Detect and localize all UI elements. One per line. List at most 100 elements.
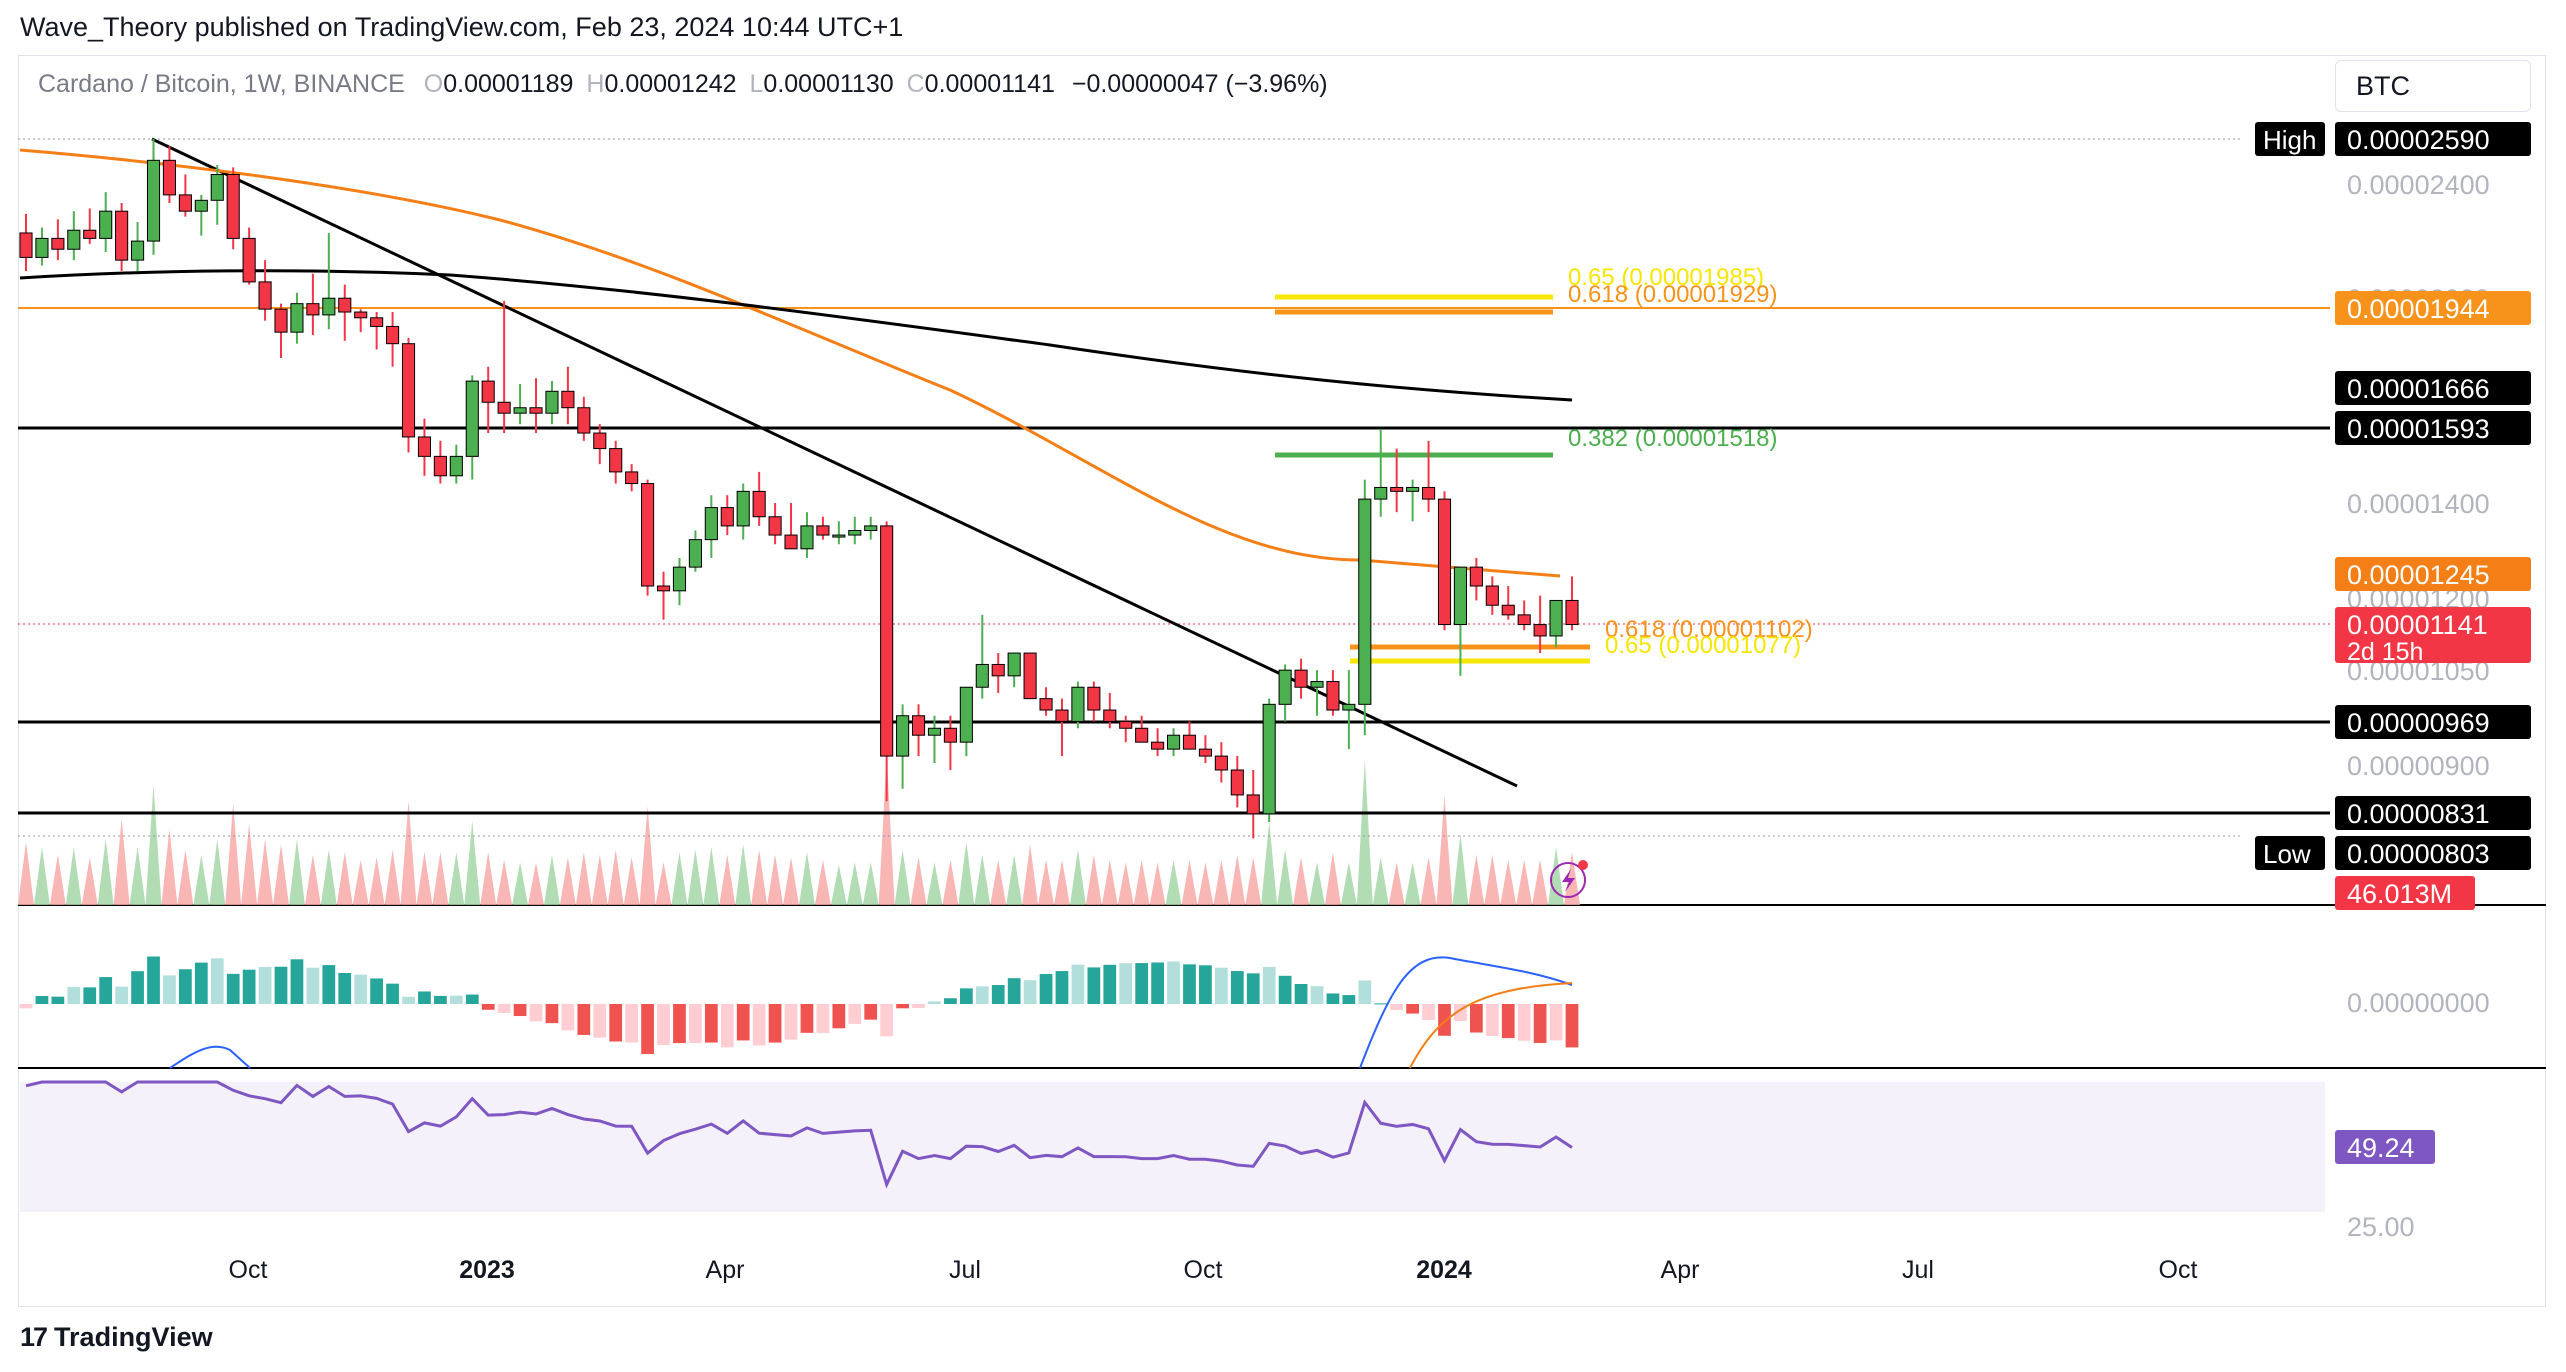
candle-body bbox=[1214, 755, 1228, 771]
macd-bar bbox=[258, 966, 272, 1004]
macd-bar bbox=[641, 1004, 654, 1055]
candle-body bbox=[131, 240, 145, 261]
macd-bar bbox=[673, 1004, 686, 1044]
macd-bar bbox=[67, 986, 81, 1004]
candle-body bbox=[752, 490, 766, 518]
candle-body bbox=[672, 566, 687, 592]
candle-body bbox=[258, 281, 272, 310]
macd-bar bbox=[370, 978, 384, 1004]
macd-bar bbox=[1565, 1004, 1579, 1048]
candle-body bbox=[386, 325, 400, 345]
candle-body bbox=[1151, 741, 1165, 750]
candle-body bbox=[306, 303, 320, 316]
macd-bar bbox=[545, 1004, 559, 1024]
candle-body bbox=[465, 380, 479, 457]
macd-bar bbox=[1533, 1004, 1547, 1043]
tradingview-logo-icon: 17 bbox=[20, 1322, 48, 1352]
candle-body bbox=[1565, 599, 1579, 626]
macd-bar bbox=[625, 1004, 639, 1043]
open-value: 0.00001189 bbox=[443, 70, 574, 98]
candle-body bbox=[656, 585, 671, 592]
candle-body bbox=[577, 407, 591, 434]
candle-body bbox=[1374, 486, 1388, 500]
price-label-box bbox=[2335, 796, 2531, 830]
x-axis-tick: Oct bbox=[1184, 1256, 1223, 1284]
macd-bar bbox=[481, 1004, 495, 1010]
candle-body bbox=[720, 507, 734, 527]
price-label-box bbox=[2335, 122, 2531, 156]
macd-bar bbox=[322, 965, 336, 1004]
candle-body bbox=[1294, 669, 1308, 688]
macd-bar bbox=[179, 969, 192, 1004]
high-key: H bbox=[586, 70, 605, 98]
macd-bar bbox=[975, 986, 989, 1004]
candle-body bbox=[880, 525, 894, 757]
macd-bar bbox=[864, 1004, 878, 1020]
macd-bar bbox=[434, 995, 447, 1004]
macd-bar bbox=[784, 1004, 798, 1040]
candle-body bbox=[1087, 686, 1101, 711]
macd-bar bbox=[1374, 1003, 1388, 1005]
candle-body bbox=[975, 663, 989, 688]
symbol-label[interactable]: Cardano / Bitcoin, 1W, BINANCE bbox=[38, 70, 405, 98]
macd-bar bbox=[1406, 1004, 1419, 1014]
macd-bar bbox=[1183, 964, 1196, 1004]
candle-body bbox=[864, 525, 878, 531]
macd-bar bbox=[912, 1004, 925, 1008]
macd-bar bbox=[880, 1004, 894, 1037]
macd-bar bbox=[163, 975, 176, 1004]
macd-bar bbox=[1246, 973, 1260, 1004]
macd-bar bbox=[1103, 964, 1117, 1004]
candle-body bbox=[896, 715, 910, 757]
price-label: 0.00001141 bbox=[2347, 610, 2488, 640]
candle-body bbox=[641, 483, 655, 587]
candle-body bbox=[1278, 669, 1292, 705]
macd-bar bbox=[593, 1004, 607, 1038]
candle-body bbox=[210, 174, 224, 201]
macd-bar bbox=[768, 1004, 782, 1043]
macd-bar bbox=[465, 994, 479, 1004]
macd-bar bbox=[99, 977, 113, 1004]
macd-bar bbox=[959, 988, 973, 1004]
macd-bar bbox=[1151, 962, 1164, 1004]
fib-label: 0.618 (0.00001102) bbox=[1605, 616, 1813, 643]
price-label: 0.00002590 bbox=[2347, 125, 2490, 155]
macd-bar bbox=[689, 1004, 702, 1044]
price-label: 0.00001593 bbox=[2347, 414, 2490, 444]
volume-up-area bbox=[33, 759, 1565, 905]
rsi-value-box bbox=[2335, 1130, 2435, 1164]
macd-bar bbox=[402, 996, 415, 1004]
macd-bar bbox=[497, 1004, 511, 1013]
candle-body bbox=[162, 159, 176, 196]
price-axis-tick: 0.00000900 bbox=[2347, 751, 2490, 781]
macd-bar bbox=[513, 1004, 527, 1017]
macd-line-left bbox=[169, 1045, 251, 1069]
macd-bar bbox=[274, 966, 288, 1004]
rsi-value: 49.24 bbox=[2347, 1133, 2415, 1163]
publisher-line: Wave_Theory published on TradingView.com… bbox=[20, 12, 904, 42]
macd-line bbox=[1359, 956, 1573, 1069]
macd-bar bbox=[1501, 1004, 1515, 1039]
ohlc-legend: Cardano / Bitcoin, 1W, BINANCE O0.000011… bbox=[38, 70, 1328, 99]
open-key: O bbox=[423, 70, 444, 98]
price-axis-tick: 0.00001400 bbox=[2347, 489, 2490, 519]
tradingview-brand[interactable]: 17 TradingView bbox=[20, 1322, 213, 1353]
candle-body bbox=[1453, 566, 1467, 626]
macd-bar bbox=[1517, 1004, 1531, 1041]
bolt-icon-glyph bbox=[1562, 869, 1575, 892]
macd-bar bbox=[1278, 975, 1292, 1004]
candle-body bbox=[146, 159, 161, 242]
candle-body bbox=[784, 534, 798, 550]
candle-body bbox=[1230, 769, 1244, 796]
price-label-box bbox=[2335, 607, 2531, 663]
low-value: 0.00001130 bbox=[763, 70, 894, 98]
candle-body bbox=[1103, 709, 1117, 722]
macd-bar bbox=[991, 985, 1005, 1004]
macd-signal-line bbox=[1409, 982, 1573, 1069]
tag-box bbox=[2255, 122, 2325, 156]
candle-body bbox=[1007, 652, 1021, 677]
candle-body bbox=[242, 237, 256, 283]
candle-body bbox=[1262, 703, 1276, 815]
currency-button[interactable]: BTC bbox=[2335, 60, 2531, 112]
